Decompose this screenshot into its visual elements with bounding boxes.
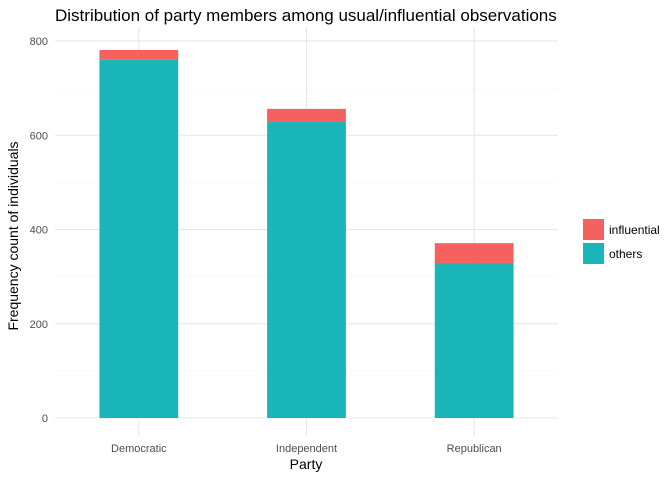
legend-key-influential bbox=[583, 219, 604, 240]
legend-label-influential: influential bbox=[609, 223, 660, 237]
bar-others bbox=[99, 59, 179, 418]
x-tick-label: Democratic bbox=[111, 443, 167, 455]
bar-others bbox=[267, 122, 346, 419]
y-tick-label: 600 bbox=[30, 130, 48, 142]
bar-others bbox=[434, 262, 514, 418]
y-tick-label: 200 bbox=[30, 319, 48, 331]
bar-influential bbox=[99, 49, 179, 60]
bars bbox=[99, 49, 514, 419]
y-axis-ticks: 0 200 400 600 800 bbox=[30, 36, 48, 425]
y-axis-title: Frequency count of individuals bbox=[5, 141, 21, 330]
y-tick-label: 0 bbox=[42, 413, 48, 425]
y-tick-label: 400 bbox=[30, 225, 48, 237]
legend-label-others: others bbox=[609, 247, 642, 261]
x-axis-ticks: Democratic Independent Republican bbox=[111, 443, 502, 455]
legend-key-others bbox=[583, 243, 604, 264]
y-tick-label: 800 bbox=[30, 36, 48, 48]
x-axis-title: Party bbox=[290, 456, 323, 472]
legend: influential others bbox=[583, 219, 660, 264]
bar-influential bbox=[267, 108, 346, 123]
x-tick-label: Independent bbox=[276, 443, 337, 455]
bar-influential bbox=[434, 243, 514, 263]
x-tick-label: Republican bbox=[447, 443, 502, 455]
chart-title: Distribution of party members among usua… bbox=[55, 6, 557, 25]
